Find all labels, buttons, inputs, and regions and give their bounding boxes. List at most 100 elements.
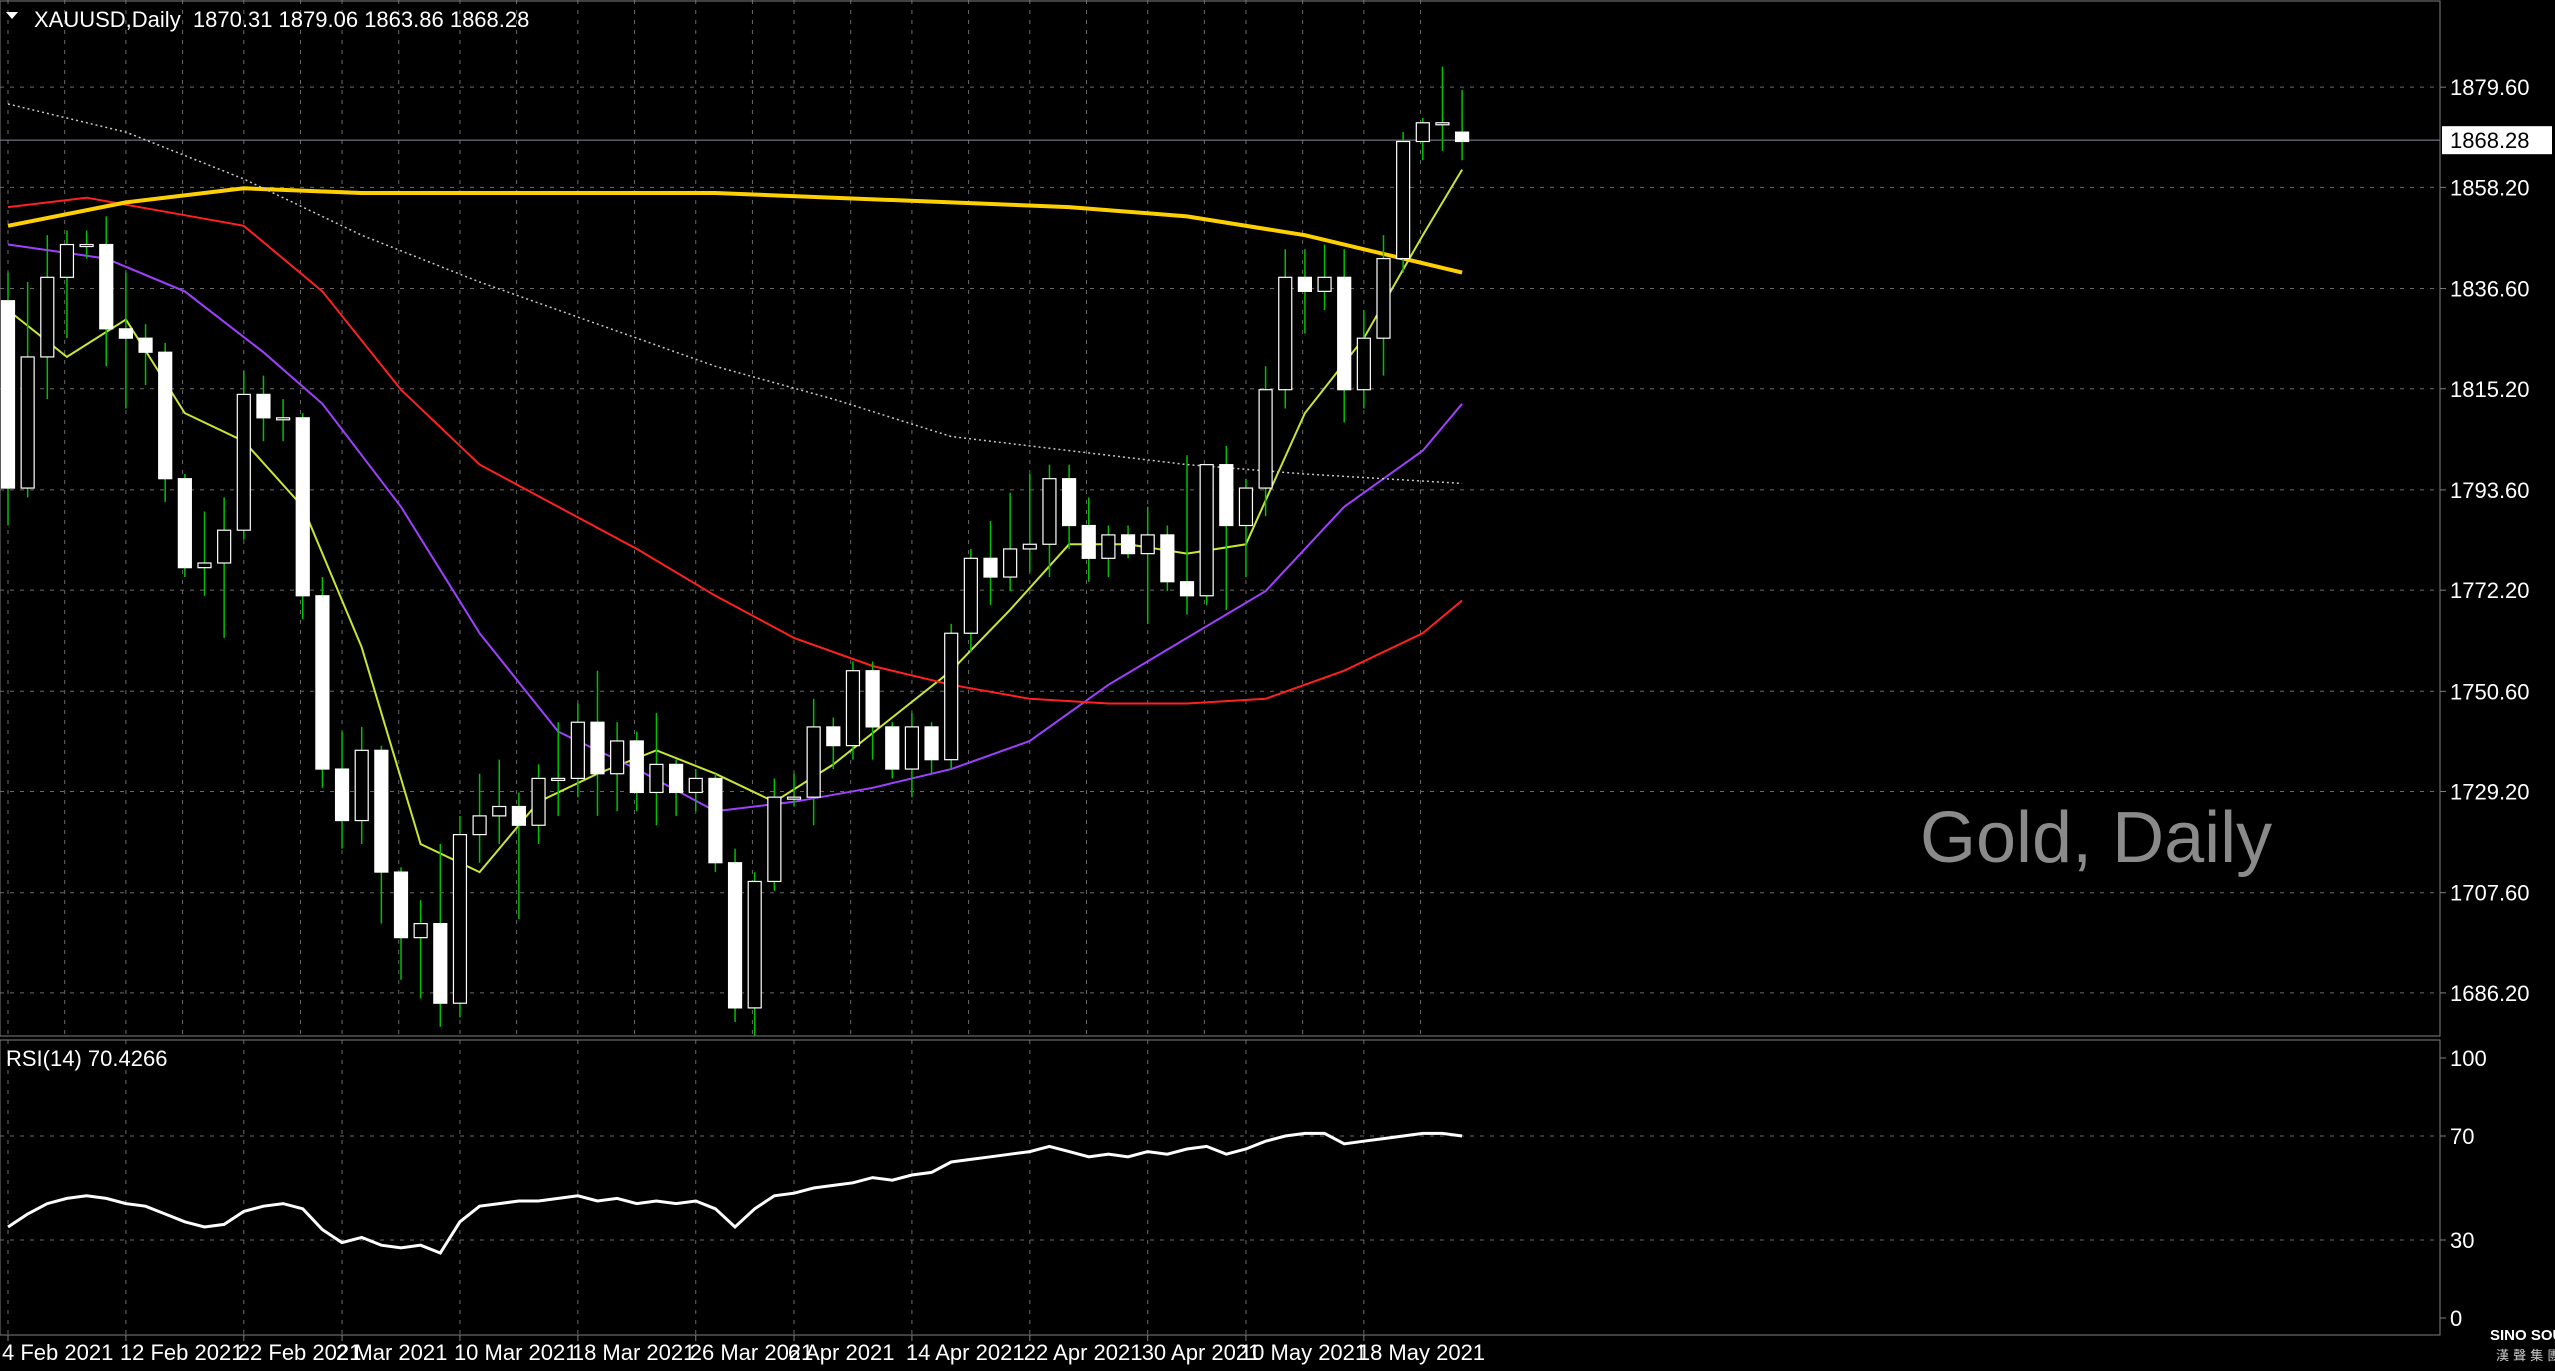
rsi-line [7, 1131, 1463, 1255]
bear-candle-body [1061, 478, 1077, 527]
sino-sound-logo: SINO SOUND 漢 聲 集 團 [2490, 1327, 2555, 1364]
bull-candle-body [747, 880, 762, 1009]
date-tick-label: 10 May 2021 [1240, 1340, 1367, 1365]
bear-candle-body [983, 557, 998, 578]
rsi-panel [0, 1131, 2440, 1255]
date-tick-label: 30 Apr 2021 [1142, 1340, 1261, 1365]
bull-candle-body [452, 834, 468, 1004]
bear-candle-body [334, 768, 350, 822]
bull-candle-body [1278, 276, 1293, 391]
bull-candle-body [649, 763, 664, 794]
bull-candle-body [531, 777, 546, 826]
current-price-label: 1868.28 [2450, 128, 2530, 153]
moving-averages [7, 103, 1463, 874]
bull-candle-body [1140, 534, 1155, 555]
logo-text: SINO SOUND [2490, 1327, 2555, 1344]
bull-candle-body [354, 749, 369, 822]
bull-candle-body [1258, 389, 1273, 489]
bear-candle-body [1160, 534, 1175, 583]
bear-candle-body [433, 923, 448, 1004]
date-tick-label: 12 Feb 2021 [120, 1340, 244, 1365]
price-tick-label: 1729.20 [2450, 780, 2530, 805]
bull-candle-body [767, 796, 782, 883]
bull-candle-body [20, 356, 35, 489]
bull-candle-body [1238, 487, 1254, 527]
price-tick-label: 1815.20 [2450, 377, 2530, 402]
bear-candle-body [727, 862, 743, 1009]
price-tick-label: 1879.60 [2450, 75, 2530, 100]
bear-candle-body [158, 351, 173, 480]
bear-candle-body [295, 417, 310, 597]
bull-candle-body [1042, 478, 1057, 545]
date-tick-label: 2 Mar 2021 [336, 1340, 447, 1365]
price-tick-label: 1707.60 [2450, 881, 2530, 906]
bear-candle-body [1454, 131, 1470, 143]
bear-candle-body [1219, 464, 1234, 527]
logo-subtext: 漢 聲 集 團 [2496, 1348, 2555, 1364]
bull-candle-body [492, 805, 507, 817]
bear-candle-body [1120, 534, 1136, 555]
bull-candle-body [59, 243, 75, 278]
symbol-ohlc-header: XAUUSD,Daily 1870.31 1879.06 1863.86 186… [34, 7, 529, 32]
date-tick-label: 10 Mar 2021 [454, 1340, 578, 1365]
bull-candle-body [904, 726, 920, 770]
bull-candle-body [610, 740, 625, 775]
rsi-level-label: 0 [2450, 1306, 2462, 1331]
bull-candle-body [688, 777, 703, 794]
date-tick-label: 22 Feb 2021 [238, 1340, 362, 1365]
dropdown-triangle-icon[interactable] [6, 12, 18, 19]
price-tick-label: 1750.60 [2450, 679, 2530, 704]
bull-candle-body [963, 557, 978, 634]
bull-candle-body [472, 815, 487, 836]
axes: 1879.60 1858.20 1836.60 1815.20 1793.60 1772.… [2, 75, 2552, 1365]
ma_slow-line [7, 196, 1463, 705]
price-tick-label: 1836.60 [2450, 277, 2530, 302]
bear-candle-body [99, 243, 114, 330]
bear-candle-body [924, 726, 939, 761]
bear-candle-body [374, 749, 389, 873]
bull-candle-body [1396, 140, 1411, 260]
price-tick-label: 1772.20 [2450, 578, 2530, 603]
bull-candle-body [1317, 276, 1332, 292]
bull-candle-body [786, 796, 802, 800]
rsi-level-label: 30 [2450, 1228, 2474, 1253]
price-tick-label: 1858.20 [2450, 175, 2530, 200]
bear-candle-body [1337, 276, 1352, 391]
bear-candle-body [138, 337, 153, 353]
bull-candle-body [1415, 122, 1430, 143]
ma_fast-line [7, 169, 1463, 874]
bull-candle-body [944, 632, 959, 761]
bear-candle-body [826, 726, 841, 747]
date-tick-label: 18 Mar 2021 [572, 1340, 696, 1365]
bear-candle-body [118, 328, 134, 339]
bear-candle-body [629, 740, 644, 794]
bear-candle-body [0, 300, 16, 489]
price-tick-label: 1686.20 [2450, 981, 2530, 1006]
main-panel-border [0, 0, 2441, 1037]
bear-candle-body [511, 805, 527, 826]
bear-candle-body [1297, 276, 1313, 292]
bear-candle-body [256, 393, 271, 419]
bull-candle-body [1003, 548, 1018, 578]
bull-candle-body [1435, 122, 1450, 126]
candles [0, 66, 1470, 1036]
bull-candle-body [236, 393, 251, 531]
grid [0, 0, 2440, 1335]
bear-candle-body [865, 670, 880, 728]
bull-candle-body [217, 529, 232, 564]
date-tick-label: 26 Mar 2021 [690, 1340, 814, 1365]
bear-candle-body [590, 721, 605, 775]
date-tick-label: 4 Feb 2021 [2, 1340, 113, 1365]
rsi-level-label: 100 [2450, 1046, 2487, 1071]
rsi-indicator-label: RSI(14) 70.4266 [6, 1046, 167, 1071]
bear-candle-body [885, 726, 900, 770]
bull-candle-body [845, 670, 861, 747]
bull-candle-body [551, 777, 566, 782]
bear-candle-body [177, 478, 192, 569]
rsi-level-label: 70 [2450, 1124, 2474, 1149]
bear-candle-body [708, 777, 723, 864]
current-price-tag [2442, 126, 2552, 155]
bull-candle-body [1376, 257, 1391, 339]
